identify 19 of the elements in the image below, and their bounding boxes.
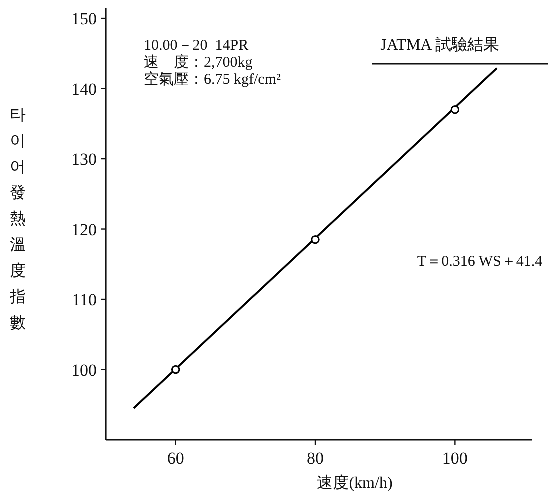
y-tick-label: 120 xyxy=(72,220,97,240)
y-tick-label: 100 xyxy=(72,360,97,380)
y-tick-label: 140 xyxy=(72,80,97,99)
annotation: 空氣壓：6.75 kgf/cm² xyxy=(144,71,282,88)
point xyxy=(171,365,180,374)
text: 타이어發熱溫度指數 xyxy=(10,107,26,332)
annotation: T＝0.316 WS＋41.4 xyxy=(417,254,544,270)
y-tick-label: 110 xyxy=(72,290,97,310)
point xyxy=(311,235,320,244)
x-tick-label: 60 xyxy=(167,449,184,468)
x-tick-label: 100 xyxy=(442,449,468,468)
annotation: 10.00－20 14PR xyxy=(144,38,249,54)
y-tick-label: 130 xyxy=(72,150,97,170)
y-tick-label: 150 xyxy=(72,10,97,29)
x-axis-title: 速度(km/h) xyxy=(317,474,393,492)
x-tick-label: 80 xyxy=(307,449,324,468)
point xyxy=(450,106,460,114)
annotation: 速 度：2,700kg xyxy=(144,54,254,71)
text: JATMA 試驗結果 xyxy=(380,36,500,54)
